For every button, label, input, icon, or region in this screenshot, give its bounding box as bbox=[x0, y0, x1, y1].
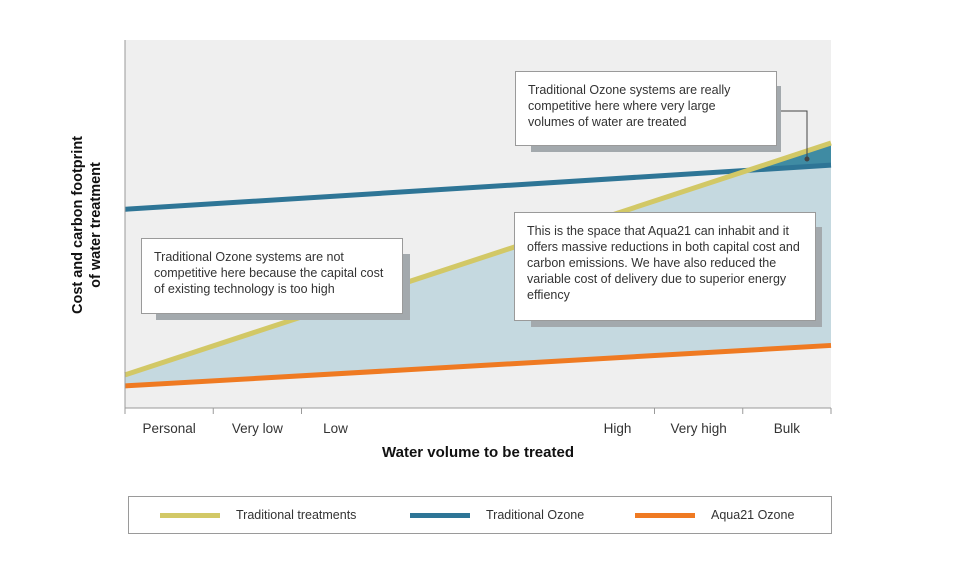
callout-dot bbox=[804, 156, 810, 162]
legend: Traditional treatments Traditional Ozone… bbox=[128, 496, 832, 534]
x-tick-label: Personal bbox=[142, 421, 196, 436]
series-line-traditional-treatments bbox=[124, 140, 832, 378]
x-tick-label: Very high bbox=[670, 421, 727, 436]
x-tick-label: High bbox=[603, 421, 632, 436]
x-tick-label: Low bbox=[323, 421, 348, 436]
x-tick-label: Bulk bbox=[773, 421, 801, 436]
legend-label: Traditional Ozone bbox=[486, 508, 585, 522]
legend-label: Traditional treatments bbox=[236, 508, 357, 522]
y-axis-label-line-2: of water treatment bbox=[88, 162, 104, 288]
line-layer bbox=[124, 140, 832, 389]
legend-item-aqua21-ozone: Aqua21 Ozone bbox=[635, 497, 794, 533]
y-axis-label-line-1: Cost and carbon footprint bbox=[70, 135, 86, 315]
y-axis-label: Cost and carbon footprint of water treat… bbox=[52, 60, 122, 390]
x-tick-label: Very low bbox=[231, 421, 283, 436]
legend-swatch-traditional-ozone bbox=[410, 512, 470, 518]
series-line-aqua21-ozone bbox=[124, 342, 832, 389]
tick-layer bbox=[124, 408, 832, 414]
annotation-ozone-competitive: Traditional Ozone systems are really com… bbox=[515, 71, 777, 146]
annotation-not-competitive: Traditional Ozone systems are not compet… bbox=[141, 238, 403, 314]
legend-swatch-traditional-treatments bbox=[160, 512, 220, 518]
x-axis-label: Water volume to be treated bbox=[382, 444, 574, 461]
legend-label: Aqua21 Ozone bbox=[711, 508, 795, 522]
series-line-traditional-ozone bbox=[124, 162, 832, 212]
legend-swatch-aqua21-ozone bbox=[635, 512, 695, 518]
legend-item-traditional-ozone: Traditional Ozone bbox=[410, 497, 584, 533]
legend-item-traditional-treatments: Traditional treatments bbox=[160, 497, 356, 533]
annotation-aqua21-space: This is the space that Aqua21 can inhabi… bbox=[514, 212, 816, 321]
callout-connector bbox=[778, 110, 808, 158]
